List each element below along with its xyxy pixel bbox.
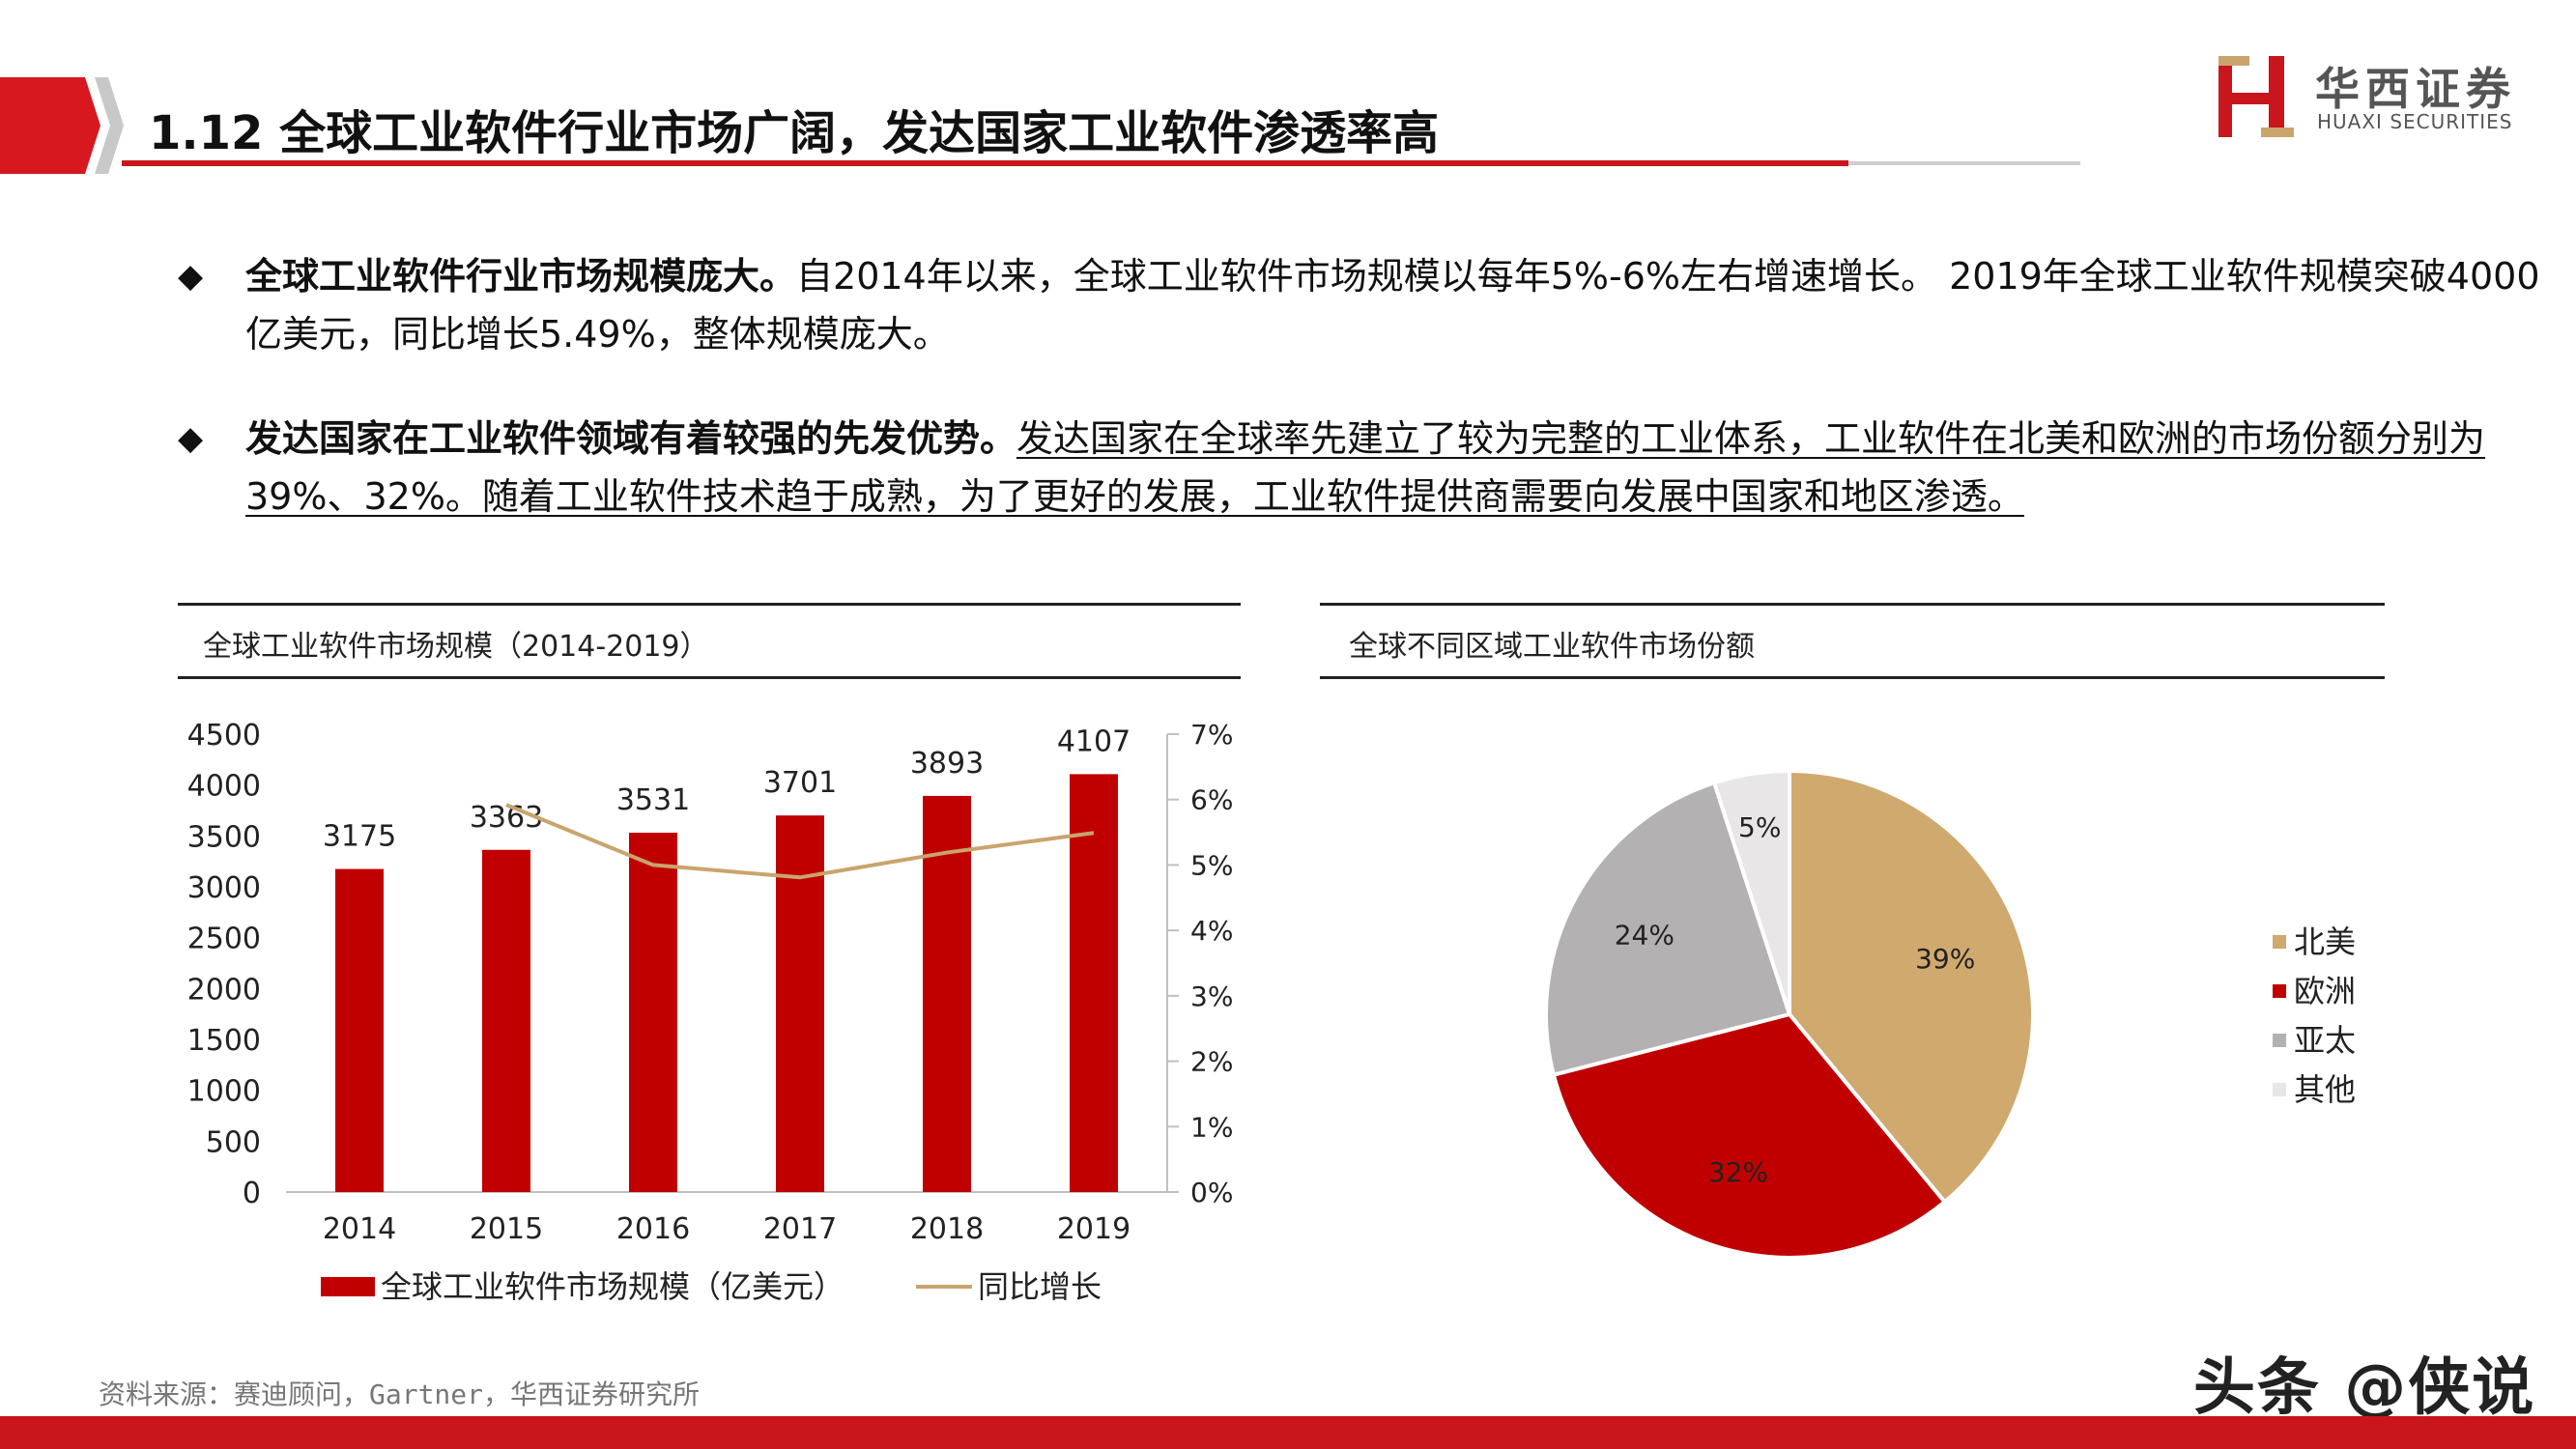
left-panel-top-rule <box>178 603 1241 606</box>
left-y-tick-label: 2500 <box>187 923 261 956</box>
legend-label-其他: 其他 <box>2294 1071 2356 1108</box>
legend-swatch-北美 <box>2273 935 2286 949</box>
diamond-bullet-icon: ◆ <box>178 419 204 458</box>
bullet-heading: 全球工业软件行业市场规模庞大。 <box>245 255 797 298</box>
legend-swatch-亚太 <box>2273 1034 2286 1047</box>
x-tick-label: 2016 <box>616 1212 690 1246</box>
left-y-tick-label: 3500 <box>187 820 261 854</box>
bar-data-label: 3175 <box>323 820 396 854</box>
pie-slice-欧洲 <box>1551 1011 1948 1260</box>
growth-rate-line <box>505 803 1095 880</box>
left-y-tick-label: 0 <box>243 1177 261 1210</box>
legend-label-growth: 同比增长 <box>978 1268 1102 1305</box>
left-panel-title: 全球工业软件市场规模（2014-2019） <box>203 630 709 664</box>
legend-label-欧洲: 欧洲 <box>2294 973 2356 1009</box>
x-tick-label: 2014 <box>323 1212 396 1246</box>
right-y-tick-label: 4% <box>1190 915 1233 947</box>
title-underline-gray <box>1848 161 2080 165</box>
bar-2018 <box>923 795 971 1192</box>
bullet-text: 发达国家在工业软件领域有着较强的先发优势。发达国家在全球率先建立了较为完整的工业… <box>245 410 2564 526</box>
right-y-tick-label: 3% <box>1190 980 1233 1012</box>
source-note: 资料来源：赛迪顾问，Gartner，华西证券研究所 <box>99 1378 701 1410</box>
left-y-tick-label: 1500 <box>187 1024 261 1058</box>
legend-label-亚太: 亚太 <box>2294 1022 2356 1059</box>
left-y-tick-label: 2000 <box>187 973 261 1007</box>
legend-label-北美: 北美 <box>2294 923 2356 960</box>
right-y-tick-label: 5% <box>1190 849 1233 881</box>
x-tick-label: 2015 <box>470 1212 543 1246</box>
pie-slice-北美 <box>1788 768 2035 1205</box>
pie-value-label: 24% <box>1615 919 1674 951</box>
title-arrow-decoration <box>0 77 124 174</box>
x-tick-label: 2017 <box>763 1212 837 1246</box>
left-y-tick-label: 1000 <box>187 1075 261 1109</box>
left-y-tick-label: 500 <box>206 1125 261 1159</box>
right-y-tick-label: 6% <box>1190 784 1233 816</box>
watermark-text: 头条 @侠说 <box>2193 1352 2536 1424</box>
bar-data-label: 4107 <box>1057 724 1131 758</box>
right-y-tick-label: 1% <box>1190 1111 1233 1143</box>
x-tick-label: 2019 <box>1057 1212 1131 1246</box>
bar-data-label: 3531 <box>616 783 690 817</box>
bar-2016 <box>629 833 677 1192</box>
legend-swatch-欧洲 <box>2273 984 2286 998</box>
page-title: 1.12 全球工业软件行业市场广阔，发达国家工业软件渗透率高 <box>149 106 1440 160</box>
legend-swatch-其他 <box>2273 1083 2286 1096</box>
right-y-tick-label: 0% <box>1190 1177 1233 1208</box>
x-tick-label: 2018 <box>910 1212 984 1246</box>
left-y-tick-label: 4500 <box>187 719 261 753</box>
left-y-tick-label: 3000 <box>187 871 261 905</box>
bar-2019 <box>1070 774 1118 1192</box>
bar-2015 <box>482 849 530 1192</box>
pie-slice-亚太 <box>1544 780 1792 1078</box>
huaxi-logo-icon <box>2218 56 2294 137</box>
left-panel-bottom-rule <box>178 676 1241 679</box>
legend-label-market-size: 全球工业软件市场规模（亿美元） <box>381 1268 844 1305</box>
footer-bar <box>0 1416 2576 1449</box>
bar-data-label: 3701 <box>763 766 837 800</box>
bullet-text: 全球工业软件行业市场规模庞大。自2014年以来，全球工业软件市场规模以每年5%-… <box>245 247 2564 363</box>
pie-slice-其他 <box>1711 768 1791 1015</box>
bullet-body: 发达国家在全球率先建立了较为完整的工业体系，工业软件在北美和欧洲的市场份额分别为… <box>245 417 2486 518</box>
bullet-heading: 发达国家在工业软件领域有着较强的先发优势。 <box>245 417 1017 460</box>
right-panel-top-rule <box>1320 603 2385 606</box>
right-y-tick-label: 7% <box>1190 719 1233 751</box>
right-y-tick-label: 2% <box>1190 1046 1233 1078</box>
pie-value-label: 5% <box>1738 811 1781 843</box>
right-panel-bottom-rule <box>1320 676 2385 679</box>
diamond-bullet-icon: ◆ <box>178 257 204 296</box>
left-y-tick-label: 4000 <box>187 770 261 804</box>
bar-2014 <box>335 868 384 1192</box>
right-panel-title: 全球不同区域工业软件市场份额 <box>1349 630 1755 664</box>
brand-name-en: HUAXI SECURITIES <box>2317 110 2513 133</box>
legend-swatch-market-size <box>321 1277 375 1296</box>
bar-data-label: 3893 <box>910 747 984 781</box>
pie-value-label: 32% <box>1708 1156 1768 1188</box>
pie-value-label: 39% <box>1915 943 1975 975</box>
brand-name-cn: 华西证券 <box>2315 63 2516 115</box>
title-underline-red <box>122 160 1848 166</box>
bullet-body: 自2014年以来，全球工业软件市场规模以每年5%-6%左右增速增长。 2019年… <box>245 255 2540 355</box>
